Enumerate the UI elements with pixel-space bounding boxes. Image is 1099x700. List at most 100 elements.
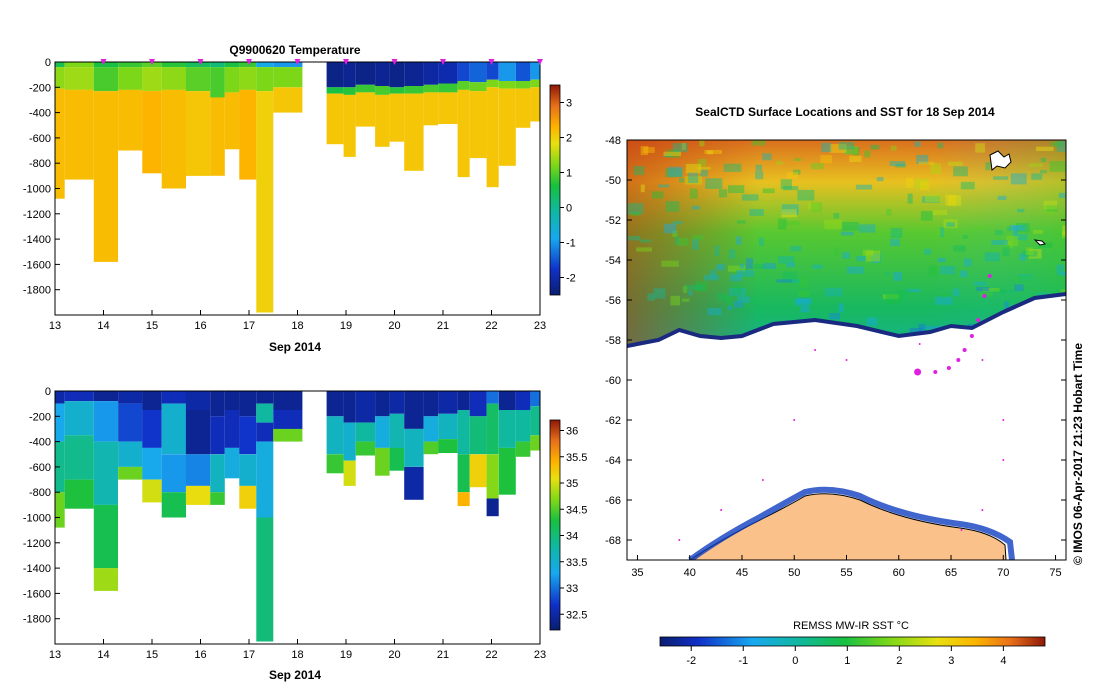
map-xtick-label-3: 50 — [788, 567, 800, 579]
sst-speckle-147 — [739, 263, 745, 269]
temp-cell-0-0 — [55, 62, 65, 68]
sst-speckle-87 — [886, 209, 892, 216]
sst-speckle-75 — [808, 202, 819, 210]
sst-speckle-186 — [689, 188, 698, 199]
temp-cbtick-label-2: 1 — [566, 168, 572, 180]
sst-speckle-35 — [1028, 249, 1042, 259]
sst-speckle-221 — [1007, 226, 1012, 232]
sst-colorbar-ticks: -2 -1 0 1 2 3 4 — [686, 646, 1006, 667]
temp-cbtick-label-4: -1 — [566, 238, 576, 250]
temp-cell-17-1 — [404, 86, 424, 94]
profile-marker-9 — [537, 59, 543, 65]
sst-speckle-72 — [651, 191, 664, 199]
map-xtick-label-5: 60 — [893, 567, 905, 579]
sst-speckle-161 — [728, 185, 745, 194]
temp-cell-22-2 — [486, 87, 499, 188]
map-ytick-label-8: -64 — [605, 455, 621, 467]
sal-xtick-label-7: 20 — [388, 649, 400, 661]
temp-ytick-label-0: 0 — [45, 57, 51, 69]
sal-cell-25-2 — [530, 435, 540, 451]
temp-cell-5-0 — [161, 62, 186, 68]
temp-cell-18-2 — [423, 92, 439, 126]
temp-cell-10-1 — [256, 67, 274, 92]
temp-cell-13-0 — [343, 62, 356, 88]
sst-speckle-46 — [653, 288, 666, 299]
sal-cell-7-3 — [210, 492, 225, 505]
temp-ytick-label-9: -1800 — [23, 285, 51, 297]
temp-xtick-label-2: 15 — [146, 320, 158, 332]
sst-speckle-16 — [870, 144, 880, 150]
temp-cell-19-2 — [438, 92, 458, 124]
seal-track — [678, 274, 1005, 541]
sst-speckle-258 — [889, 238, 900, 247]
sst-speckle-185 — [829, 143, 847, 153]
sst-speckle-187 — [940, 265, 955, 275]
seal-location-4 — [962, 348, 967, 352]
sst-speckle-31 — [890, 227, 903, 239]
temp-cell-24-2 — [515, 88, 531, 128]
sst-speckle-193 — [937, 257, 946, 263]
salinity-colorbar — [549, 419, 561, 631]
sal-cell-23-1 — [498, 410, 516, 448]
sal-ytick-label-5: -1000 — [23, 513, 51, 525]
sst-speckle-89 — [1056, 264, 1064, 276]
map-ytick-label-3: -54 — [605, 255, 621, 267]
sst-speckle-202 — [707, 150, 713, 155]
map-lat-ticks: -48 -50 -52 -54 -56 -58 -60 -62 -64 -66 -68 — [605, 135, 1066, 547]
temp-cbtick-label-5: -2 — [566, 273, 576, 285]
temp-cell-23-0 — [498, 62, 516, 81]
temp-cell-6-2 — [185, 91, 211, 176]
temp-ytick-label-4: -800 — [29, 158, 51, 170]
sst-speckle-250 — [786, 263, 796, 268]
sst-speckle-1 — [849, 155, 862, 162]
sal-xtick-label-1: 14 — [97, 649, 109, 661]
profile-marker-7 — [440, 59, 446, 65]
temp-cell-23-2 — [498, 88, 516, 166]
sst-speckle-214 — [897, 289, 910, 300]
sal-cell-2-3 — [93, 504, 118, 569]
temp-cell-11-0 — [273, 62, 303, 68]
sst-speckle-151 — [1015, 276, 1032, 282]
temp-cell-16-0 — [389, 62, 405, 88]
sal-cell-2-2 — [93, 441, 118, 505]
sst-speckle-208 — [975, 143, 985, 153]
sal-cell-5-3 — [161, 492, 186, 518]
temp-cell-8-0 — [224, 62, 240, 68]
sst-speckle-13 — [995, 230, 1003, 235]
sal-ytick-label-1: -200 — [29, 411, 51, 423]
sst-speckle-222 — [643, 147, 655, 153]
sal-cbtick-label-4: 34 — [566, 531, 578, 543]
sal-cell-6-1 — [185, 410, 211, 455]
temp-cell-5-1 — [161, 67, 186, 90]
sal-cbtick-label-2: 35 — [566, 478, 578, 490]
sst-speckle-83 — [972, 225, 987, 230]
sst-speckle-74 — [691, 205, 701, 210]
seal-location-6 — [976, 318, 981, 322]
sst-speckle-100 — [797, 189, 815, 201]
salinity-y-ticks: 0 -200 -400 -600 -800 -1000 -1200 -1400 -1600 -18… — [23, 386, 60, 626]
sst-speckle-231 — [993, 176, 1009, 180]
temp-cell-1-1 — [64, 67, 94, 90]
sst-speckle-194 — [997, 195, 1007, 200]
temp-cell-23-1 — [498, 81, 516, 89]
temp-cell-9-0 — [239, 62, 257, 68]
temp-cell-7-2 — [210, 97, 225, 176]
seal-location-1 — [933, 370, 938, 374]
sal-xtick-label-0: 13 — [49, 649, 61, 661]
temp-cell-20-2 — [457, 89, 470, 178]
temp-cell-19-1 — [438, 83, 458, 93]
sst-speckle-235 — [759, 237, 764, 246]
sal-cell-17-2 — [404, 466, 424, 500]
heard-island — [1033, 239, 1047, 246]
sst-speckle-45 — [737, 220, 746, 224]
sst-speckle-177 — [953, 288, 960, 297]
sal-cell-5-0 — [161, 391, 186, 404]
sst-speckle-81 — [751, 140, 766, 146]
sst-speckle-30 — [663, 153, 672, 157]
sal-cell-21-0 — [469, 391, 487, 417]
sst-speckle-141 — [1036, 146, 1054, 152]
temp-xtick-label-1: 14 — [97, 320, 109, 332]
map-ytick-label-6: -60 — [605, 375, 621, 387]
sal-cell-7-2 — [210, 454, 225, 493]
sal-cbtick-label-3: 34.5 — [566, 504, 587, 516]
